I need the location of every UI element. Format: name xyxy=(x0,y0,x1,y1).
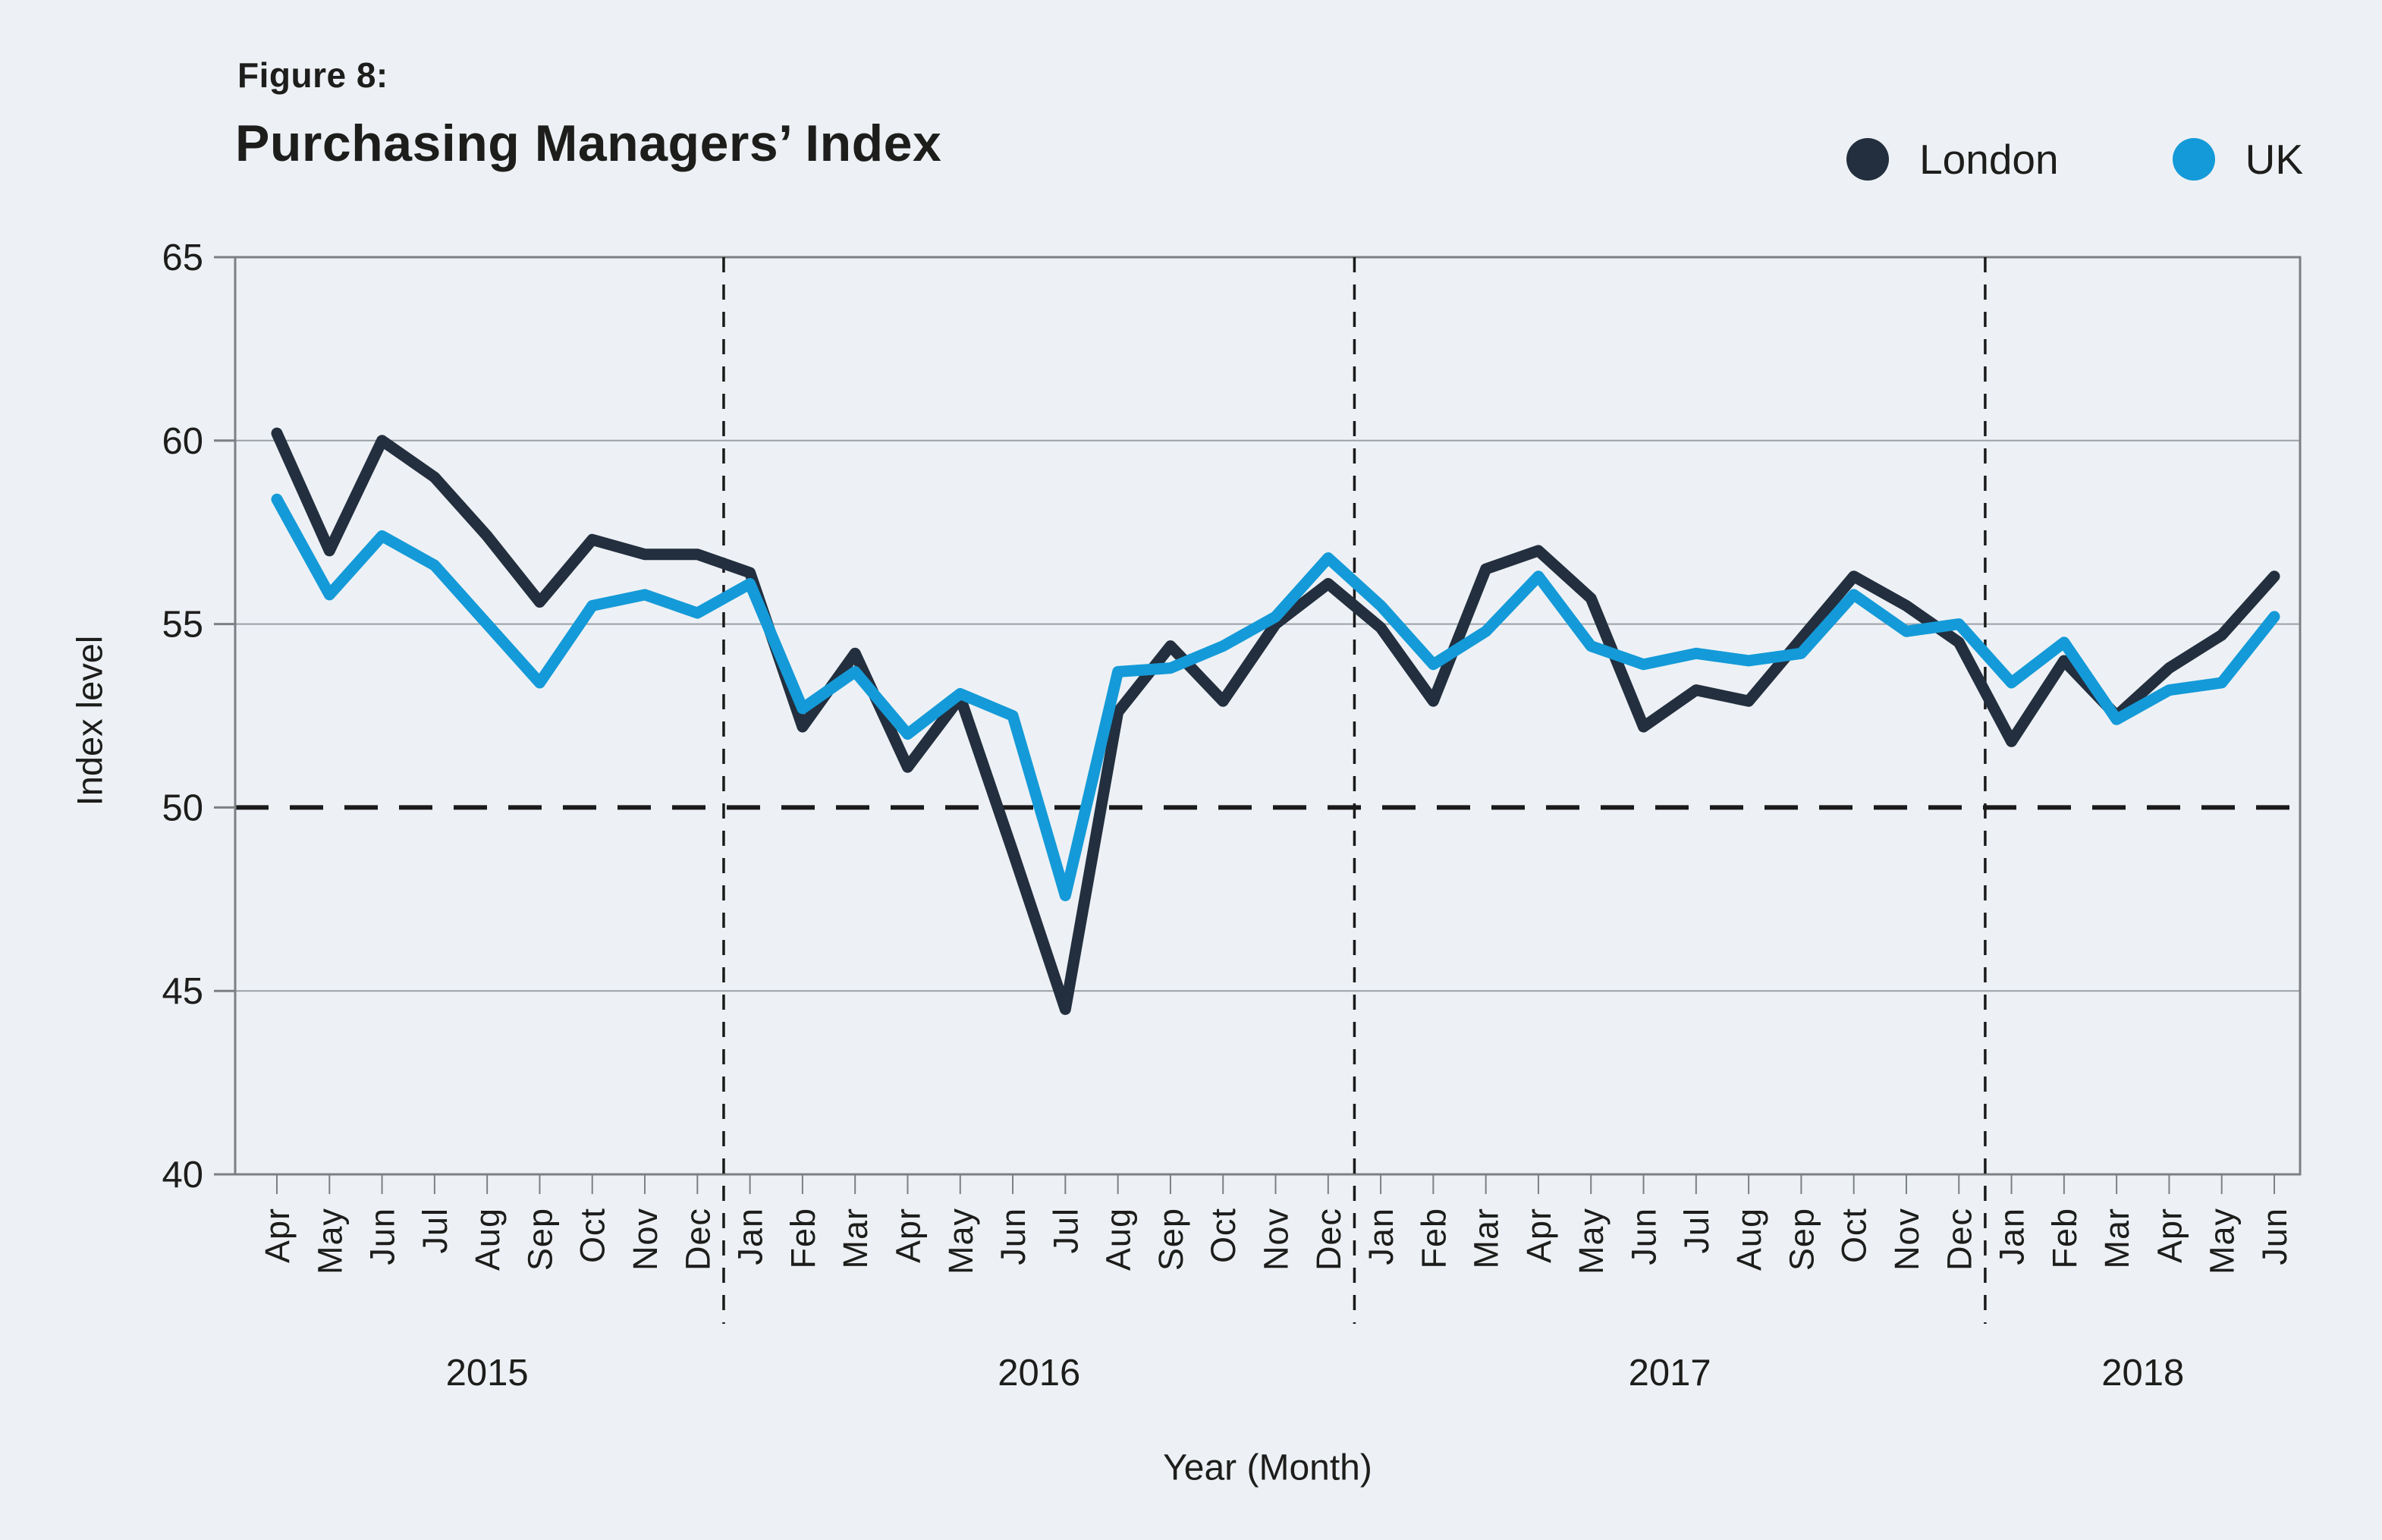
legend-item-london: London xyxy=(1846,135,2059,184)
svg-text:Jan: Jan xyxy=(1362,1208,1400,1265)
svg-text:Nov: Nov xyxy=(626,1208,665,1271)
svg-text:Mar: Mar xyxy=(836,1208,875,1269)
svg-text:Jan: Jan xyxy=(1993,1208,2032,1265)
y-axis-title: Index level xyxy=(69,635,110,806)
svg-text:Nov: Nov xyxy=(1887,1208,1926,1271)
svg-text:40: 40 xyxy=(162,1155,203,1196)
page-title: Purchasing Managers’ Index xyxy=(235,115,942,172)
svg-text:Oct: Oct xyxy=(1204,1208,1243,1263)
svg-text:Feb: Feb xyxy=(1414,1208,1453,1269)
svg-text:Aug: Aug xyxy=(1730,1208,1768,1271)
svg-text:65: 65 xyxy=(162,237,203,278)
svg-text:45: 45 xyxy=(162,971,203,1012)
svg-text:Apr: Apr xyxy=(1519,1208,1558,1263)
svg-text:Jun: Jun xyxy=(2255,1208,2294,1265)
svg-text:Nov: Nov xyxy=(1257,1208,1296,1271)
svg-text:Jun: Jun xyxy=(363,1208,402,1265)
legend-item-uk: UK xyxy=(2172,135,2303,184)
svg-text:Sep: Sep xyxy=(1152,1208,1190,1271)
svg-text:Jun: Jun xyxy=(1625,1208,1664,1265)
svg-text:Jan: Jan xyxy=(731,1208,770,1265)
svg-text:Dec: Dec xyxy=(1309,1208,1348,1271)
chart-legend: London UK xyxy=(1846,135,2303,184)
svg-text:2016: 2016 xyxy=(998,1353,1080,1394)
svg-text:2015: 2015 xyxy=(446,1353,529,1394)
svg-text:2018: 2018 xyxy=(2101,1353,2184,1394)
svg-text:May: May xyxy=(941,1208,980,1274)
svg-text:Jul: Jul xyxy=(1677,1208,1716,1254)
svg-text:60: 60 xyxy=(162,421,203,462)
svg-text:Mar: Mar xyxy=(1467,1208,1506,1269)
series-line-uk xyxy=(271,493,2280,901)
svg-text:Mar: Mar xyxy=(2098,1208,2136,1269)
svg-text:2017: 2017 xyxy=(1629,1353,1711,1394)
svg-text:Aug: Aug xyxy=(1099,1208,1138,1271)
svg-text:Apr: Apr xyxy=(888,1208,927,1263)
svg-text:Dec: Dec xyxy=(1940,1208,1978,1271)
svg-text:50: 50 xyxy=(162,787,203,828)
svg-text:Dec: Dec xyxy=(678,1208,717,1271)
svg-text:May: May xyxy=(1572,1208,1611,1274)
svg-text:May: May xyxy=(310,1208,349,1274)
svg-text:Oct: Oct xyxy=(574,1208,612,1263)
svg-text:Apr: Apr xyxy=(258,1208,297,1263)
legend-label-uk: UK xyxy=(2245,136,2303,183)
figure-label: Figure 8: xyxy=(237,55,388,95)
uk-series-swatch xyxy=(2172,138,2215,181)
x-axis-title: Year (Month) xyxy=(1163,1447,1372,1488)
svg-text:Jul: Jul xyxy=(1046,1208,1085,1254)
svg-text:Aug: Aug xyxy=(468,1208,507,1271)
svg-text:Jun: Jun xyxy=(994,1208,1032,1265)
svg-text:May: May xyxy=(2203,1208,2242,1274)
svg-text:Apr: Apr xyxy=(2150,1208,2189,1263)
london-series-swatch xyxy=(1846,138,1890,181)
legend-label-london: London xyxy=(1919,136,2059,183)
svg-text:Sep: Sep xyxy=(1782,1208,1821,1271)
svg-text:Feb: Feb xyxy=(2045,1208,2084,1269)
svg-text:Oct: Oct xyxy=(1835,1208,1874,1263)
svg-text:Sep: Sep xyxy=(520,1208,559,1271)
svg-text:Feb: Feb xyxy=(784,1208,822,1269)
series-line-london xyxy=(271,427,2280,1015)
svg-text:55: 55 xyxy=(162,605,203,646)
svg-text:Jul: Jul xyxy=(416,1208,454,1254)
